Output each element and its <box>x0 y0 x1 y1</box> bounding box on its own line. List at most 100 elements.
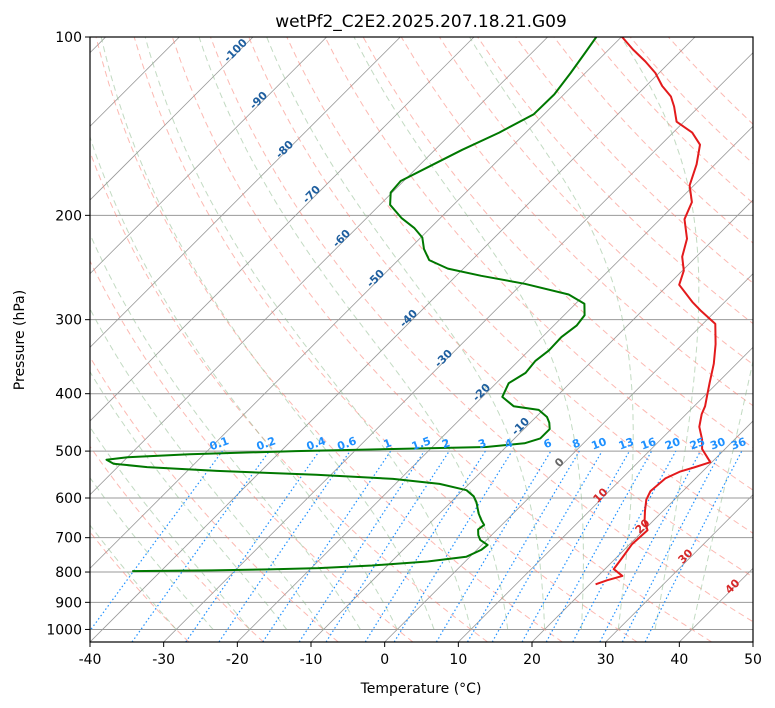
mixing-ratio-label: 30 <box>708 435 727 453</box>
dry-adiabat-line <box>95 37 563 642</box>
isotherm-line <box>384 273 753 642</box>
x-tick-label: 0 <box>380 652 389 668</box>
dry-adiabat-line <box>90 259 414 642</box>
mixing-ratio-label: 10 <box>590 435 609 453</box>
dry-adiabat-line <box>171 37 712 642</box>
x-tick-label: 20 <box>523 652 541 668</box>
moist-adiabat-line <box>90 426 251 630</box>
isotherm-line <box>531 420 753 642</box>
moist-adiabat-line <box>144 37 472 630</box>
dry-adiabat-line <box>515 37 753 284</box>
mixing-ratio-line <box>393 450 513 642</box>
y-tick-label: 1000 <box>46 622 82 638</box>
mixing-ratio-line <box>521 450 631 642</box>
mixing-ratio-line <box>185 450 320 642</box>
background-lines <box>90 37 753 642</box>
isotherm-line <box>90 37 696 642</box>
x-tick-label: -10 <box>300 652 323 668</box>
x-tick-label: 30 <box>597 652 615 668</box>
mixing-ratio-line <box>262 450 392 642</box>
y-tick-label: 500 <box>55 444 82 460</box>
mixing-ratio-label: 20 <box>663 435 682 453</box>
moist-adiabat-line <box>90 524 177 630</box>
isotherm-line <box>90 37 622 569</box>
plot-frame <box>89 36 754 643</box>
mixing-ratio-line <box>325 450 450 642</box>
mixing-ratio-line <box>572 450 677 642</box>
mixing-ratio-label: 1.5 <box>410 434 433 453</box>
mixing-ratio-label: 36 <box>729 435 748 453</box>
x-tick-label: -40 <box>79 652 102 668</box>
mixing-ratio-line <box>298 450 425 642</box>
moist-adiabat-line <box>90 232 361 630</box>
mixing-ratio-label: 3 <box>476 436 488 451</box>
dewpoint-profile-line <box>105 37 598 573</box>
moist-adiabat-line <box>90 370 288 630</box>
dry-adiabat-line <box>248 37 753 578</box>
isotherm-line <box>163 52 753 642</box>
mixing-ratio-label: 13 <box>617 435 636 452</box>
isotherm-line <box>458 346 753 642</box>
moist-adiabat-line <box>90 308 324 630</box>
mixing-ratio-line <box>90 450 223 632</box>
mixing-ratio-label: 0.2 <box>255 434 278 453</box>
y-tick-label: 200 <box>55 208 82 224</box>
moist-adiabat-line <box>469 37 634 630</box>
mixing-ratio-label: 1 <box>382 436 394 451</box>
moist-adiabat-line <box>90 135 398 630</box>
mixing-ratio-label: 8 <box>570 436 582 451</box>
mixing-ratio-label: 0.6 <box>336 434 359 453</box>
y-tick-label: 900 <box>55 595 82 611</box>
dry-adiabat-line <box>90 356 339 642</box>
dry-adiabat-line <box>324 37 753 491</box>
mixing-ratio-label: 4 <box>503 436 515 451</box>
isotherm-line <box>90 37 401 348</box>
dry-adiabat-line <box>286 37 753 534</box>
mixing-ratio-line <box>131 450 270 642</box>
y-axis-label: Pressure (hPa) <box>12 290 28 390</box>
temperature-profile-line <box>595 37 717 586</box>
moist-adiabat-line <box>100 37 435 630</box>
mixing-ratio-label: 0.1 <box>208 434 231 453</box>
mixing-ratio-label: 16 <box>639 435 658 453</box>
moist-adiabat-line <box>198 37 509 630</box>
isotherm-line <box>605 494 753 642</box>
isotherm-line <box>90 37 327 275</box>
axis-ticks: -40 -30 -20 -10 0 10 20 30 40 5010020030040050060… <box>46 30 762 668</box>
isotherm-line <box>237 125 753 642</box>
x-tick-label: 40 <box>670 652 688 668</box>
moist-adiabat-line <box>266 37 546 630</box>
y-tick-label: 700 <box>55 531 82 547</box>
isotherm-line <box>90 37 548 496</box>
chart-title: wetPf2_C2E2.2025.207.18.21.G09 <box>275 12 567 32</box>
x-axis-label: Temperature (°C) <box>360 681 482 697</box>
profile-lines <box>105 37 717 586</box>
mixing-ratio-label: 2 <box>440 436 452 451</box>
dry-adiabat-line <box>133 37 638 642</box>
y-tick-label: 100 <box>55 30 82 46</box>
moist-adiabat-line <box>691 358 753 630</box>
y-tick-label: 800 <box>55 565 82 581</box>
moist-adiabat-line <box>620 37 700 630</box>
moist-adiabat-line <box>353 37 584 630</box>
x-tick-label: -30 <box>152 652 175 668</box>
dry-adiabat-line <box>210 37 753 623</box>
mixing-ratio-label: 6 <box>542 436 554 451</box>
mixing-ratio-label: 25 <box>688 435 707 452</box>
dry-adiabat-line <box>90 445 264 642</box>
mixing-ratio-label: 0.4 <box>305 434 328 453</box>
moist-adiabat-line <box>90 476 214 630</box>
x-tick-label: 50 <box>744 652 762 668</box>
x-tick-label: 10 <box>449 652 467 668</box>
mixing-ratio-line <box>218 450 351 642</box>
mixing-ratio-line <box>644 450 743 642</box>
y-tick-label: 400 <box>55 387 82 403</box>
isotherm-line <box>90 37 475 422</box>
isotherm-line <box>90 37 254 201</box>
y-tick-label: 600 <box>55 491 82 507</box>
y-tick-label: 300 <box>55 313 82 329</box>
mixing-ratio-line <box>545 450 653 642</box>
